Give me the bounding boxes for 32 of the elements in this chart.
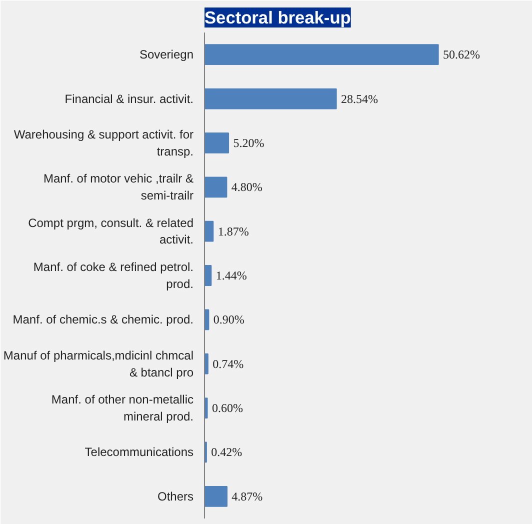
bar (204, 88, 337, 110)
y-tick-label: Manf. of motor vehic ,trailr & semi-trailr (43, 172, 194, 203)
y-tick-label: Manuf of pharmicals,mdicinl chmcal & btancl pro (3, 348, 194, 380)
data-label: 28.54% (341, 92, 378, 106)
data-label: 0.42% (211, 445, 242, 460)
y-tick-label: Manf. of other non-metallic mineral prod. (51, 392, 194, 424)
y-tick-label: Compt prgm, consult. & related activit. (28, 216, 194, 247)
bar (204, 132, 230, 154)
data-label: 1.44% (216, 268, 247, 282)
y-tick-label: Warehousing & support activit. for transp. (14, 128, 194, 158)
y-tick-label: Manf. of chemic.s & chemic. prod. (12, 312, 194, 327)
y-tick-label: Telecommunications (84, 445, 194, 460)
bar (204, 44, 439, 66)
data-label: 0.74% (212, 356, 244, 371)
data-label: 0.90% (213, 312, 244, 327)
bar (204, 220, 214, 242)
bar (204, 176, 228, 198)
data-label: 5.20% (233, 136, 264, 150)
data-label: 1.87% (218, 224, 249, 238)
data-label: 4.87% (232, 489, 263, 504)
data-label: 50.62% (443, 48, 480, 62)
y-tick-label: Others (157, 489, 194, 504)
y-tick-label: Soveriegn (139, 48, 194, 62)
y-tick-label: Manf. of coke & refined petrol. prod. (33, 260, 194, 291)
data-label: 0.60% (212, 401, 243, 416)
bar (204, 486, 228, 507)
bar (204, 398, 208, 418)
y-tick-label: Financial & insur. activit. (64, 92, 194, 106)
chart-title: Sectoral break-up (204, 8, 351, 28)
data-label: 4.80% (231, 180, 262, 194)
bar (204, 265, 212, 286)
bar (204, 353, 208, 374)
